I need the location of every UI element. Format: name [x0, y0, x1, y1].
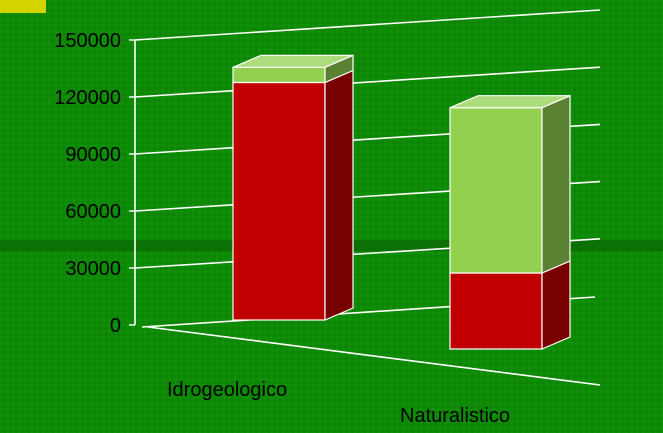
category-label: Naturalistico: [400, 405, 510, 427]
bar-top: [232, 54, 354, 68]
bar-segment: [449, 107, 543, 274]
bar-top: [449, 95, 571, 109]
y-tick-label: 90000: [65, 144, 121, 166]
gridline: [134, 9, 601, 41]
category-label: Idrogeologico: [167, 379, 287, 401]
gridline: [134, 66, 601, 98]
bar-segment: [449, 272, 543, 350]
bar-segment-side: [324, 69, 354, 321]
bar-segment-side: [541, 94, 571, 274]
y-tick-label: 150000: [54, 30, 121, 52]
bar-segment-side: [541, 260, 571, 350]
x-axis-line: [147, 326, 601, 386]
y-tick-label: 60000: [65, 201, 121, 223]
y-tick-label: 30000: [65, 258, 121, 280]
y-tick-label: 120000: [54, 87, 121, 109]
bar-segment: [232, 81, 326, 321]
y-tick-label: 0: [110, 315, 121, 337]
corner-accent: [0, 0, 46, 13]
bar-segment: [232, 66, 326, 84]
